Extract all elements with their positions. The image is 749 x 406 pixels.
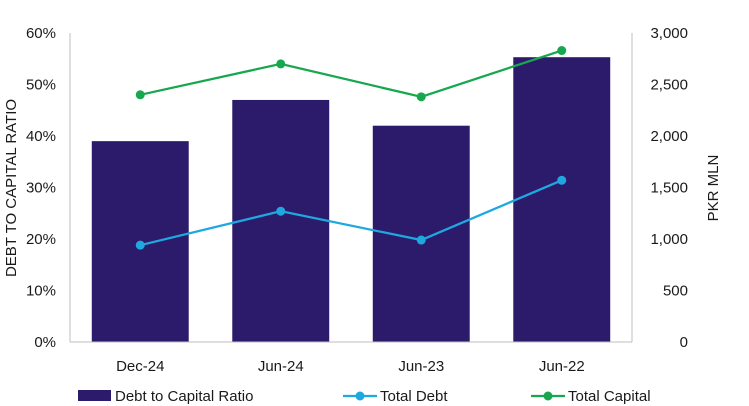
legend-item: Debt to Capital Ratio	[78, 388, 253, 405]
data-point	[276, 59, 286, 69]
line-series	[135, 46, 567, 250]
y-tick-label: 10%	[26, 283, 56, 300]
data-point	[135, 240, 145, 250]
data-point	[416, 92, 426, 102]
y-axis-title: DEBT TO CAPITAL RATIO	[3, 99, 20, 277]
data-point	[557, 46, 567, 56]
y2-tick-label: 0	[680, 334, 688, 351]
data-point	[557, 175, 567, 185]
legend-label: Total Capital	[568, 388, 651, 405]
y-tick-label: 0%	[34, 334, 56, 351]
legend-label: Debt to Capital Ratio	[115, 388, 253, 405]
y2-axis-title: PKR MLN	[705, 155, 722, 222]
legend-marker	[355, 391, 365, 401]
legend-marker	[543, 391, 553, 401]
bar-series	[91, 57, 611, 343]
x-tick-label: Jun-22	[539, 358, 585, 375]
bar	[232, 99, 330, 342]
y2-tick-label: 3,000	[650, 25, 688, 42]
y2-tick-label: 2,500	[650, 77, 688, 94]
legend-item: Total Capital	[531, 388, 651, 405]
y2-tick-label: 500	[663, 283, 688, 300]
x-tick-label: Jun-23	[398, 358, 444, 375]
series-line	[140, 49, 563, 99]
data-point	[276, 206, 286, 216]
y-tick-label: 60%	[26, 25, 56, 42]
legend: Debt to Capital Ratio Total Debt Total Cap…	[78, 388, 651, 405]
legend-item: Total Debt	[343, 388, 448, 405]
x-tick-label: Dec-24	[116, 358, 164, 375]
x-tick-label: Jun-24	[258, 358, 304, 375]
data-point	[135, 90, 145, 100]
y2-tick-label: 1,000	[650, 231, 688, 248]
y-tick-label: 20%	[26, 231, 56, 248]
x-axis-categories: Dec-24 Jun-24 Jun-23 Jun-22	[116, 358, 585, 375]
data-point	[416, 235, 426, 245]
legend-label: Total Debt	[380, 388, 448, 405]
y-tick-label: 40%	[26, 128, 56, 145]
y2-tick-label: 1,500	[650, 180, 688, 197]
bar	[513, 57, 611, 343]
right-axis-ticks: 0 500 1,000 1,500 2,000 2,500 3,000	[650, 25, 688, 351]
left-axis-ticks: 0% 10% 20% 30% 40% 50% 60%	[26, 25, 56, 351]
y2-tick-label: 2,000	[650, 128, 688, 145]
series-line	[139, 179, 563, 247]
y-tick-label: 30%	[26, 180, 56, 197]
legend-swatch	[78, 390, 111, 401]
y-tick-label: 50%	[26, 77, 56, 94]
